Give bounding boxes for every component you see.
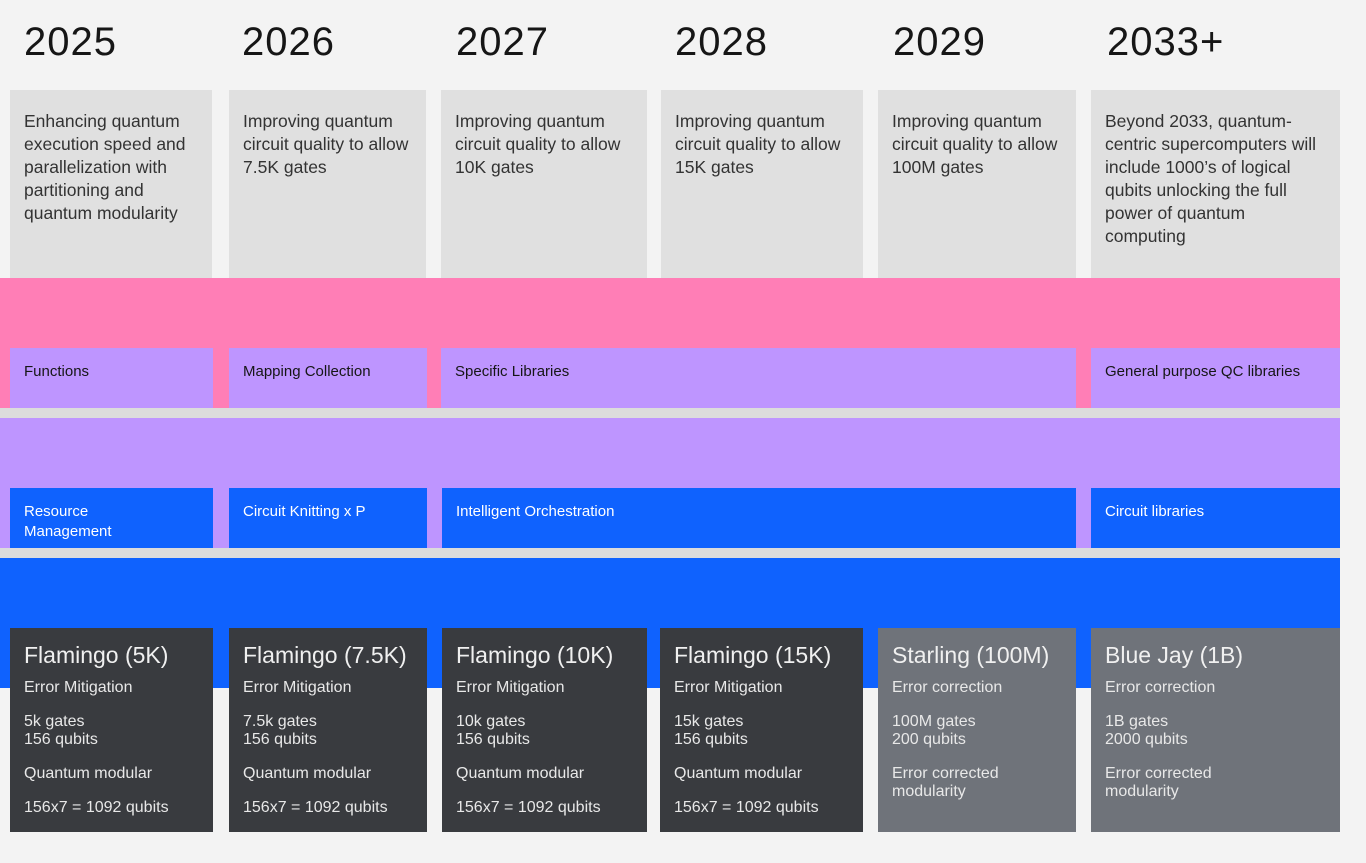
milestone-description: Improving quantum circuit quality to all… [661, 90, 863, 278]
processor-qubits: 2000 qubits [1105, 731, 1188, 748]
processor-name: Flamingo (7.5K) [243, 642, 407, 668]
processor-modularity-detail: 156x7 = 1092 qubits [674, 799, 819, 816]
processor-gates: 10k gates [456, 713, 526, 730]
year-2029: 2029 [893, 20, 986, 64]
processor-name: Flamingo (5K) [24, 642, 169, 668]
processor-card: Starling (100M) Error correction 100M ga… [878, 628, 1076, 832]
processor-modularity: Quantum modular [243, 765, 372, 782]
milestone-description: Improving quantum circuit quality to all… [878, 90, 1076, 278]
processor-modularity: Error corrected [892, 765, 999, 782]
processor-modularity-detail: 156x7 = 1092 qubits [456, 799, 601, 816]
year-2027: 2027 [456, 20, 549, 64]
processor-modularity: Quantum modular [24, 765, 153, 782]
year-2028: 2028 [675, 20, 768, 64]
processor-qubits: 156 qubits [243, 731, 317, 748]
year-2033-plus: 2033+ [1107, 20, 1225, 64]
processor-mode: Error correction [892, 679, 1003, 696]
year-2026: 2026 [242, 20, 335, 64]
processor-card: Flamingo (7.5K) Error Mitigation 7.5k ga… [229, 628, 427, 832]
milestone-description: Improving quantum circuit quality to all… [441, 90, 647, 278]
processor-name: Flamingo (15K) [674, 642, 832, 668]
processor-qubits: 156 qubits [456, 731, 530, 748]
processor-qubits: 156 qubits [674, 731, 748, 748]
processor-qubits: 200 qubits [892, 731, 966, 748]
processor-card: Flamingo (10K) Error Mitigation 10k gate… [442, 628, 647, 832]
processor-modularity-detail: 156x7 = 1092 qubits [243, 799, 388, 816]
orchestration-intelligent: Intelligent Orchestration [442, 488, 1076, 548]
processor-mode: Error Mitigation [24, 679, 133, 696]
milestone-description: Beyond 2033, quantum-centric supercomput… [1091, 90, 1340, 278]
processor-name: Flamingo (10K) [456, 642, 614, 668]
processor-gates: 100M gates [892, 713, 976, 730]
orchestration-circuit-knitting: Circuit Knitting x P [229, 488, 427, 548]
library-general-purpose: General purpose QC libraries [1091, 348, 1340, 408]
processor-modularity: Error corrected [1105, 765, 1212, 782]
processor-modularity: Quantum modular [456, 765, 585, 782]
processor-gates: 15k gates [674, 713, 744, 730]
processor-modularity-detail: modularity [892, 783, 966, 800]
processor-name: Starling (100M) [892, 642, 1050, 668]
library-specific-libraries: Specific Libraries [441, 348, 1076, 408]
library-mapping-collection: Mapping Collection [229, 348, 427, 408]
processor-mode: Error correction [1105, 679, 1216, 696]
processor-gates: 7.5k gates [243, 713, 317, 730]
processor-mode: Error Mitigation [674, 679, 783, 696]
processor-modularity: Quantum modular [674, 765, 803, 782]
orchestration-resource-management: Resource Management [10, 488, 213, 548]
processor-mode: Error Mitigation [456, 679, 565, 696]
processor-modularity-detail: 156x7 = 1092 qubits [24, 799, 169, 816]
processor-mode: Error Mitigation [243, 679, 352, 696]
processor-card: Flamingo (15K) Error Mitigation 15k gate… [660, 628, 863, 832]
processor-card: Flamingo (5K) Error Mitigation 5k gates 1… [10, 628, 213, 832]
divider-strip [0, 548, 1340, 558]
processor-gates: 1B gates [1105, 713, 1169, 730]
processor-modularity-detail: modularity [1105, 783, 1179, 800]
library-functions: Functions [10, 348, 213, 408]
processor-qubits: 156 qubits [24, 731, 98, 748]
processor-gates: 5k gates [24, 713, 85, 730]
milestone-description: Enhancing quantum execution speed and pa… [10, 90, 212, 278]
processor-name: Blue Jay (1B) [1105, 642, 1244, 668]
year-2025: 2025 [24, 20, 117, 64]
milestone-description: Improving quantum circuit quality to all… [229, 90, 426, 278]
processor-card: Blue Jay (1B) Error correction 1B gates 2… [1091, 628, 1340, 832]
orchestration-circuit-libraries: Circuit libraries [1091, 488, 1340, 548]
divider-strip [0, 408, 1340, 418]
